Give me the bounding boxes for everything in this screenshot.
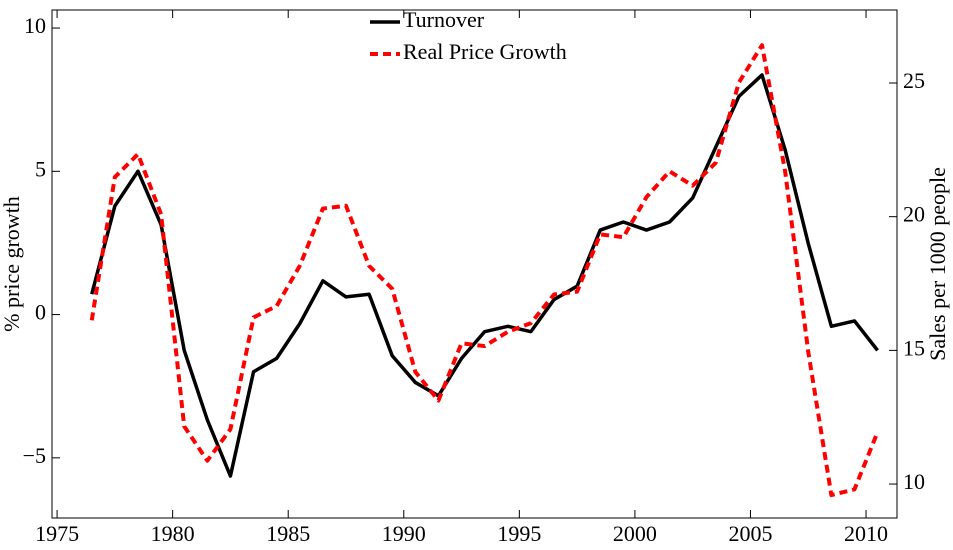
y2-tick-label: 25 xyxy=(903,68,925,93)
x-tick-label: 1980 xyxy=(151,521,195,546)
series-line xyxy=(89,43,880,498)
y-tick-label: 5 xyxy=(35,156,46,181)
y2-tick-label: 10 xyxy=(903,469,925,494)
x-tick-label: 1995 xyxy=(497,521,541,546)
x-tick-label: 1985 xyxy=(266,521,310,546)
y-tick-label: 10 xyxy=(24,13,46,38)
y-tick-label: 0 xyxy=(35,300,46,325)
y2-tick-label: 20 xyxy=(903,202,925,227)
y2-axis-label: Sales per 1000 people xyxy=(925,167,950,361)
x-tick-label: 2000 xyxy=(613,521,657,546)
y-tick-label: −5 xyxy=(23,443,46,468)
x-tick-label: 2005 xyxy=(728,521,772,546)
x-tick-label: 1990 xyxy=(382,521,426,546)
x-tick-label: 2010 xyxy=(844,521,888,546)
y2-tick-label: 15 xyxy=(903,335,925,360)
legend-label: Turnover xyxy=(403,7,485,32)
series-line xyxy=(90,73,879,478)
x-tick-label: 1975 xyxy=(35,521,79,546)
legend-label: Real Price Growth xyxy=(403,39,567,64)
y-axis-label: % price growth xyxy=(0,196,24,332)
plot-frame xyxy=(51,9,898,519)
